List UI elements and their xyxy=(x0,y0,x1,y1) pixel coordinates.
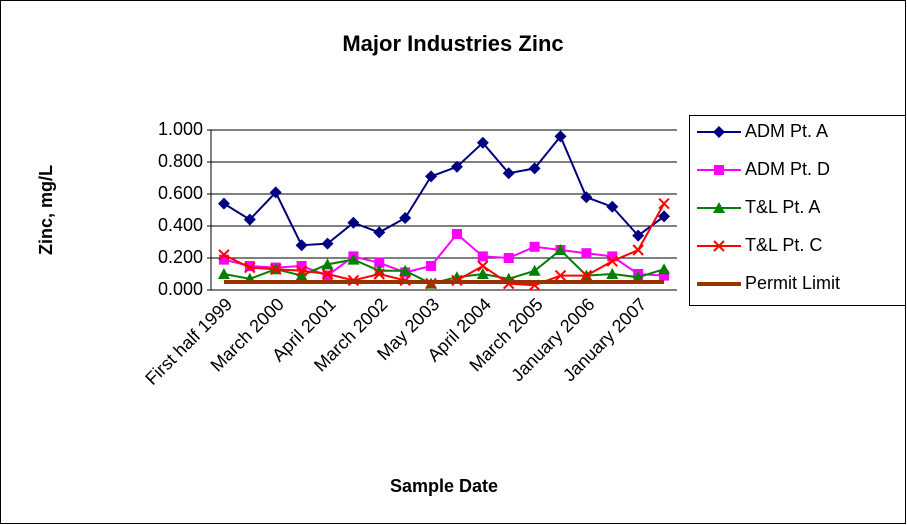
data-point xyxy=(374,257,385,268)
data-point xyxy=(218,249,230,261)
data-point xyxy=(217,197,230,210)
data-point xyxy=(244,261,255,271)
data-point xyxy=(321,237,334,250)
y-tick-label: 0.600 xyxy=(158,183,203,203)
data-point xyxy=(477,251,488,262)
data-point xyxy=(243,213,256,226)
data-point xyxy=(554,130,567,143)
data-point xyxy=(347,253,360,265)
data-point xyxy=(399,264,412,276)
data-point xyxy=(373,264,386,276)
data-point xyxy=(218,254,229,265)
chart-title: Major Industries Zinc xyxy=(342,31,563,56)
data-point xyxy=(529,241,540,252)
data-point xyxy=(477,260,489,272)
data-point xyxy=(659,270,670,281)
data-point xyxy=(450,160,463,173)
y-tick-label: 0.400 xyxy=(158,215,203,235)
data-point xyxy=(476,268,489,279)
data-point xyxy=(322,270,333,281)
data-point xyxy=(373,268,385,280)
data-point xyxy=(426,261,437,271)
data-point xyxy=(425,170,438,183)
data-point xyxy=(321,258,334,270)
legend-label: ADM Pt. D xyxy=(745,159,830,179)
data-point xyxy=(296,261,307,271)
x-axis-title: Sample Date xyxy=(390,476,498,496)
data-point xyxy=(606,200,619,213)
legend-marker xyxy=(713,240,725,252)
data-point xyxy=(347,216,360,229)
data-point xyxy=(658,210,671,223)
data-point xyxy=(373,226,386,239)
data-point xyxy=(244,261,256,274)
legend-label: T&L Pt. C xyxy=(745,235,822,255)
data-point xyxy=(295,239,308,252)
y-tick-label: 1.000 xyxy=(158,119,203,139)
y-tick-label: 0.200 xyxy=(158,247,203,267)
data-point xyxy=(295,269,308,281)
data-point xyxy=(476,136,489,149)
data-point xyxy=(632,244,644,256)
y-axis-title: Zinc, mg/L xyxy=(36,165,56,255)
data-point xyxy=(321,268,334,280)
data-point xyxy=(632,271,645,283)
legend-marker xyxy=(713,126,725,138)
data-point xyxy=(217,268,230,279)
legend-label: ADM Pt. A xyxy=(745,121,828,141)
data-point xyxy=(607,251,618,262)
data-point xyxy=(606,255,618,267)
legend-marker xyxy=(714,165,724,175)
data-point xyxy=(502,167,515,180)
data-point xyxy=(528,162,541,175)
data-point xyxy=(606,268,619,279)
data-point xyxy=(580,191,593,204)
data-point xyxy=(295,265,308,277)
data-point xyxy=(399,212,412,224)
y-tick-label: 0.000 xyxy=(158,279,203,299)
legend-label: T&L Pt. A xyxy=(745,197,820,217)
data-point xyxy=(528,264,541,276)
data-point xyxy=(554,244,567,255)
data-point xyxy=(580,269,593,282)
data-point xyxy=(451,229,462,239)
data-point xyxy=(658,197,670,210)
data-point xyxy=(270,263,282,275)
data-point xyxy=(503,253,514,263)
legend-label: Permit Limit xyxy=(745,273,840,293)
legend-box xyxy=(689,115,906,306)
data-point xyxy=(581,248,592,259)
data-point xyxy=(632,229,645,242)
data-point xyxy=(658,263,671,275)
legend-marker xyxy=(713,202,725,213)
data-point xyxy=(554,269,567,282)
data-point xyxy=(269,186,282,199)
y-tick-label: 0.800 xyxy=(158,151,203,171)
